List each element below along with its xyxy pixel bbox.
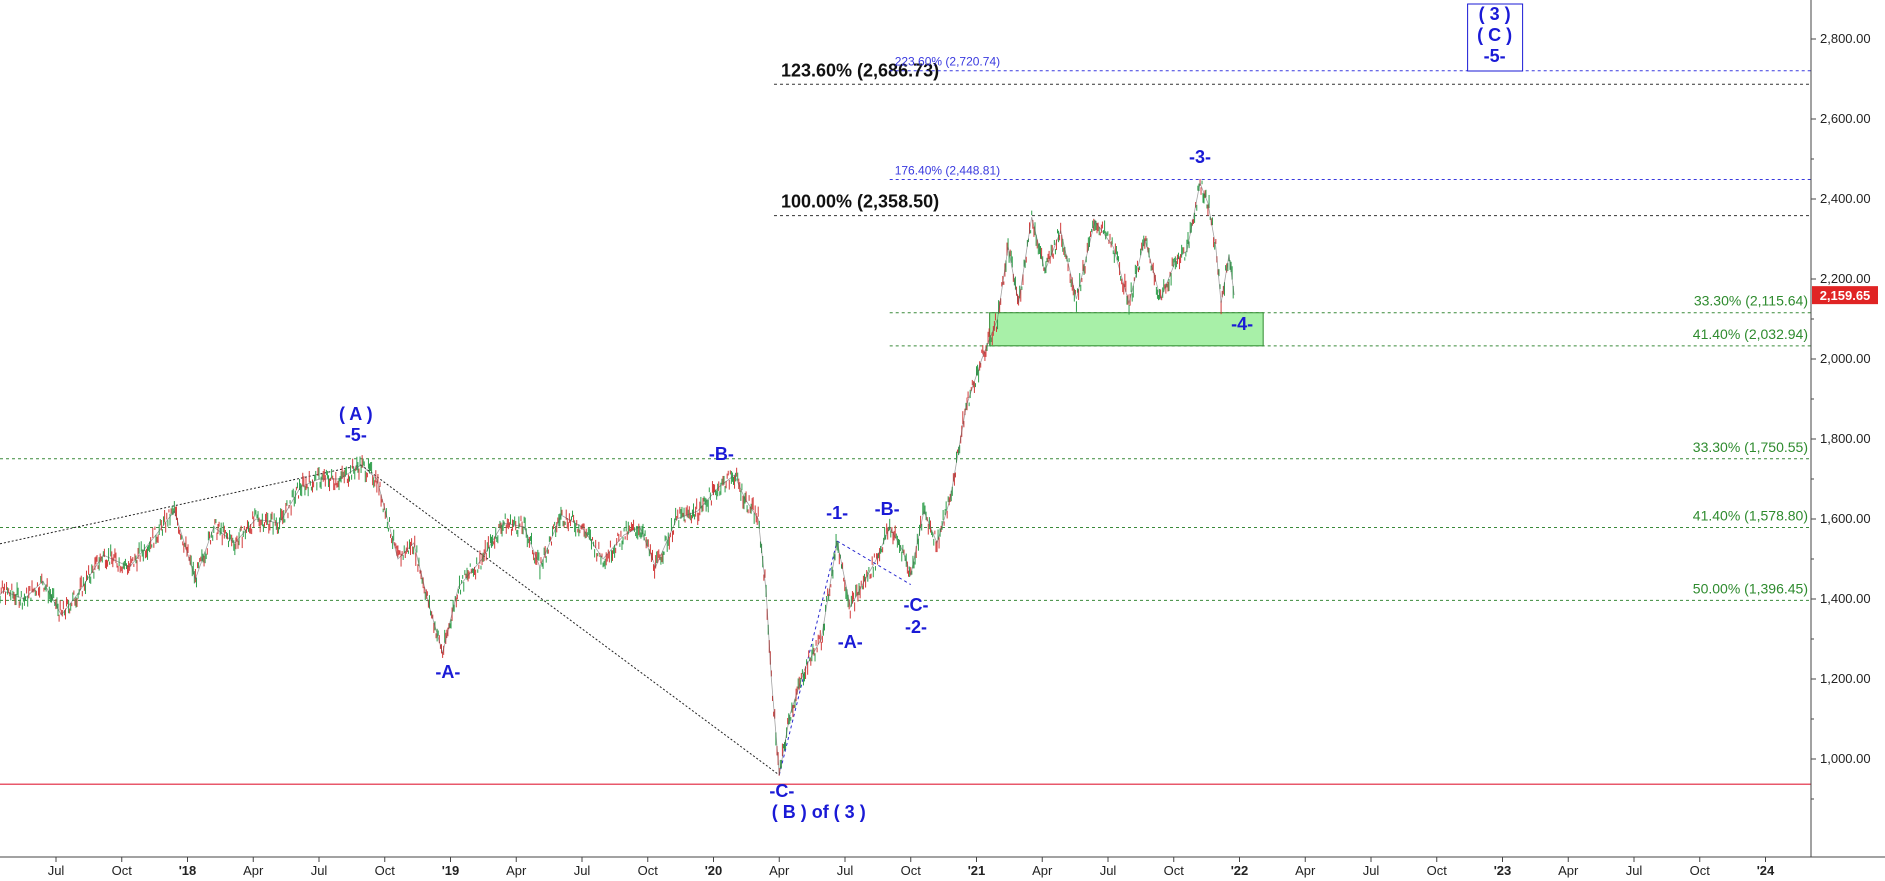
wave-label: -A- bbox=[838, 632, 863, 652]
fib-level-label: 41.40% (2,032.94) bbox=[1693, 326, 1808, 342]
y-tick-label: 2,200.00 bbox=[1820, 271, 1871, 286]
price-line bbox=[0, 181, 1235, 776]
target-zone-box bbox=[989, 312, 1264, 347]
x-tick-label: Jul bbox=[311, 863, 328, 878]
x-tick-label: '23 bbox=[1494, 863, 1512, 878]
wave-label: ( A ) bbox=[339, 404, 373, 424]
target-label-box bbox=[1467, 3, 1524, 72]
wave-label: -5- bbox=[345, 425, 367, 445]
x-tick-label: '22 bbox=[1231, 863, 1249, 878]
target-label: ( 3 ) bbox=[1479, 4, 1511, 24]
x-tick-label: '24 bbox=[1757, 863, 1775, 878]
y-tick-label: 2,000.00 bbox=[1820, 351, 1871, 366]
wave-label: -1- bbox=[826, 503, 848, 523]
x-tick-label: Apr bbox=[243, 863, 264, 878]
target-label: ( C ) bbox=[1477, 25, 1512, 45]
x-tick-label: Oct bbox=[1427, 863, 1448, 878]
last-price-label: 2,159.65 bbox=[1820, 288, 1871, 303]
x-tick-label: '21 bbox=[968, 863, 986, 878]
y-tick-label: 1,600.00 bbox=[1820, 511, 1871, 526]
y-tick-label: 2,400.00 bbox=[1820, 191, 1871, 206]
x-tick-label: Apr bbox=[506, 863, 527, 878]
x-tick-label: Oct bbox=[112, 863, 133, 878]
fib-level-label: 123.60% (2,686.73) bbox=[781, 60, 939, 80]
wave-label: -B- bbox=[875, 499, 900, 519]
x-tick-label: Oct bbox=[1690, 863, 1711, 878]
x-tick-label: Apr bbox=[1032, 863, 1053, 878]
wave-label: -2- bbox=[905, 617, 927, 637]
fib-level-label: 100.00% (2,358.50) bbox=[781, 192, 939, 212]
x-tick-label: Apr bbox=[1295, 863, 1316, 878]
x-tick-label: Apr bbox=[769, 863, 790, 878]
trend-line-wave-1 bbox=[778, 540, 838, 776]
x-tick-label: Oct bbox=[638, 863, 659, 878]
x-tick-label: Jul bbox=[837, 863, 854, 878]
y-tick-label: 1,200.00 bbox=[1820, 671, 1871, 686]
fib-level-label: 33.30% (2,115.64) bbox=[1694, 293, 1808, 309]
x-tick-label: Oct bbox=[901, 863, 922, 878]
y-tick-label: 1,000.00 bbox=[1820, 751, 1871, 766]
trend-line-wave-2 bbox=[836, 540, 912, 586]
wave-label: -B- bbox=[709, 444, 734, 464]
fib-level-label: 41.40% (1,578.80) bbox=[1693, 507, 1808, 523]
x-tick-label: Jul bbox=[1626, 863, 1643, 878]
trend-line-b bbox=[360, 464, 780, 776]
wave-label: ( B ) of ( 3 ) bbox=[772, 802, 866, 822]
x-tick-label: Jul bbox=[48, 863, 65, 878]
y-tick-label: 2,800.00 bbox=[1820, 31, 1871, 46]
x-tick-label: Jul bbox=[574, 863, 591, 878]
y-tick-label: 2,600.00 bbox=[1820, 111, 1871, 126]
wave-label: -4- bbox=[1231, 314, 1253, 334]
price-series bbox=[0, 179, 1235, 776]
wave-label: -3- bbox=[1189, 147, 1211, 167]
x-tick-label: '18 bbox=[179, 863, 197, 878]
x-tick-label: Jul bbox=[1100, 863, 1117, 878]
wave-label: -A- bbox=[435, 662, 460, 682]
fib-level-label: 33.30% (1,750.55) bbox=[1693, 439, 1808, 455]
trend-line-a bbox=[0, 464, 362, 545]
trend-lines bbox=[0, 464, 912, 776]
last-price-badge bbox=[1812, 286, 1878, 305]
fib-level-label: 50.00% (1,396.45) bbox=[1693, 580, 1808, 596]
fib-level-label: 223.60% (2,720.74) bbox=[895, 55, 1000, 69]
y-tick-label: 1,400.00 bbox=[1820, 591, 1871, 606]
x-tick-label: Jul bbox=[1363, 863, 1380, 878]
x-tick-label: '20 bbox=[705, 863, 723, 878]
fibonacci-levels: 123.60% (2,686.73) 100.00% (2,358.50) 223.… bbox=[0, 55, 1811, 785]
wave-label: -C- bbox=[769, 781, 794, 801]
x-tick-label: Oct bbox=[375, 863, 396, 878]
x-tick-label: '19 bbox=[442, 863, 460, 878]
target-label: -5- bbox=[1484, 46, 1506, 66]
wave-label: -C- bbox=[904, 595, 929, 615]
wave-labels: ( A )-5--A--B--1- -B--A--C--2--C-( B ) of… bbox=[339, 3, 1524, 822]
wave-4-target-zone bbox=[989, 312, 1264, 347]
x-tick-label: Apr bbox=[1558, 863, 1579, 878]
y-tick-label: 1,800.00 bbox=[1820, 431, 1871, 446]
fib-level-label: 176.40% (2,448.81) bbox=[895, 163, 1000, 177]
x-tick-label: Oct bbox=[1164, 863, 1185, 878]
